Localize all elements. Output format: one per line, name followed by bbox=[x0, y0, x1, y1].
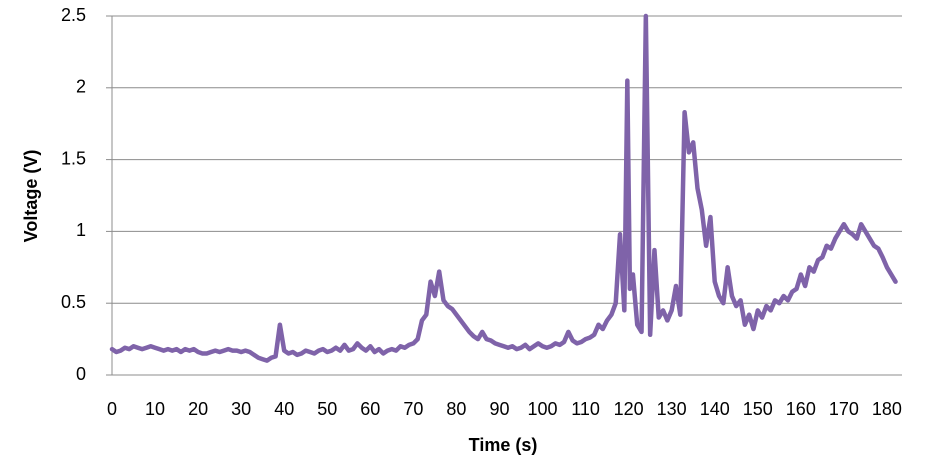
x-tick-label: 70 bbox=[403, 399, 423, 419]
x-tick-label: 20 bbox=[188, 399, 208, 419]
data-line bbox=[109, 13, 898, 363]
x-tick-label: 110 bbox=[571, 399, 600, 419]
x-tick-label: 60 bbox=[360, 399, 380, 419]
x-tick-label: 80 bbox=[446, 399, 466, 419]
x-tick-label: 50 bbox=[317, 399, 337, 419]
x-tick-label: 0 bbox=[107, 399, 117, 419]
y-tick-label: 0.5 bbox=[61, 292, 86, 312]
x-tick-label: 10 bbox=[145, 399, 165, 419]
y-tick-label: 2 bbox=[76, 77, 86, 97]
x-tick-label: 140 bbox=[700, 399, 730, 419]
y-tick-label: 1.5 bbox=[61, 148, 86, 168]
y-tick-label: 2.5 bbox=[61, 5, 86, 25]
x-tick-label: 130 bbox=[657, 399, 687, 419]
y-tick-label: 1 bbox=[76, 220, 86, 240]
y-tick-label: 0 bbox=[76, 364, 86, 384]
x-tick-label: 90 bbox=[489, 399, 509, 419]
x-tick-label: 30 bbox=[231, 399, 251, 419]
x-tick-label: 150 bbox=[743, 399, 773, 419]
x-tick-label: 160 bbox=[786, 399, 816, 419]
x-tick-label: 120 bbox=[614, 399, 644, 419]
x-tick-label: 180 bbox=[872, 399, 902, 419]
y-axis-title: Voltage (V) bbox=[21, 150, 41, 243]
x-axis-title: Time (s) bbox=[469, 435, 538, 455]
x-tick-label: 100 bbox=[527, 399, 557, 419]
x-tick-label: 170 bbox=[829, 399, 859, 419]
x-tick-label: 40 bbox=[274, 399, 294, 419]
